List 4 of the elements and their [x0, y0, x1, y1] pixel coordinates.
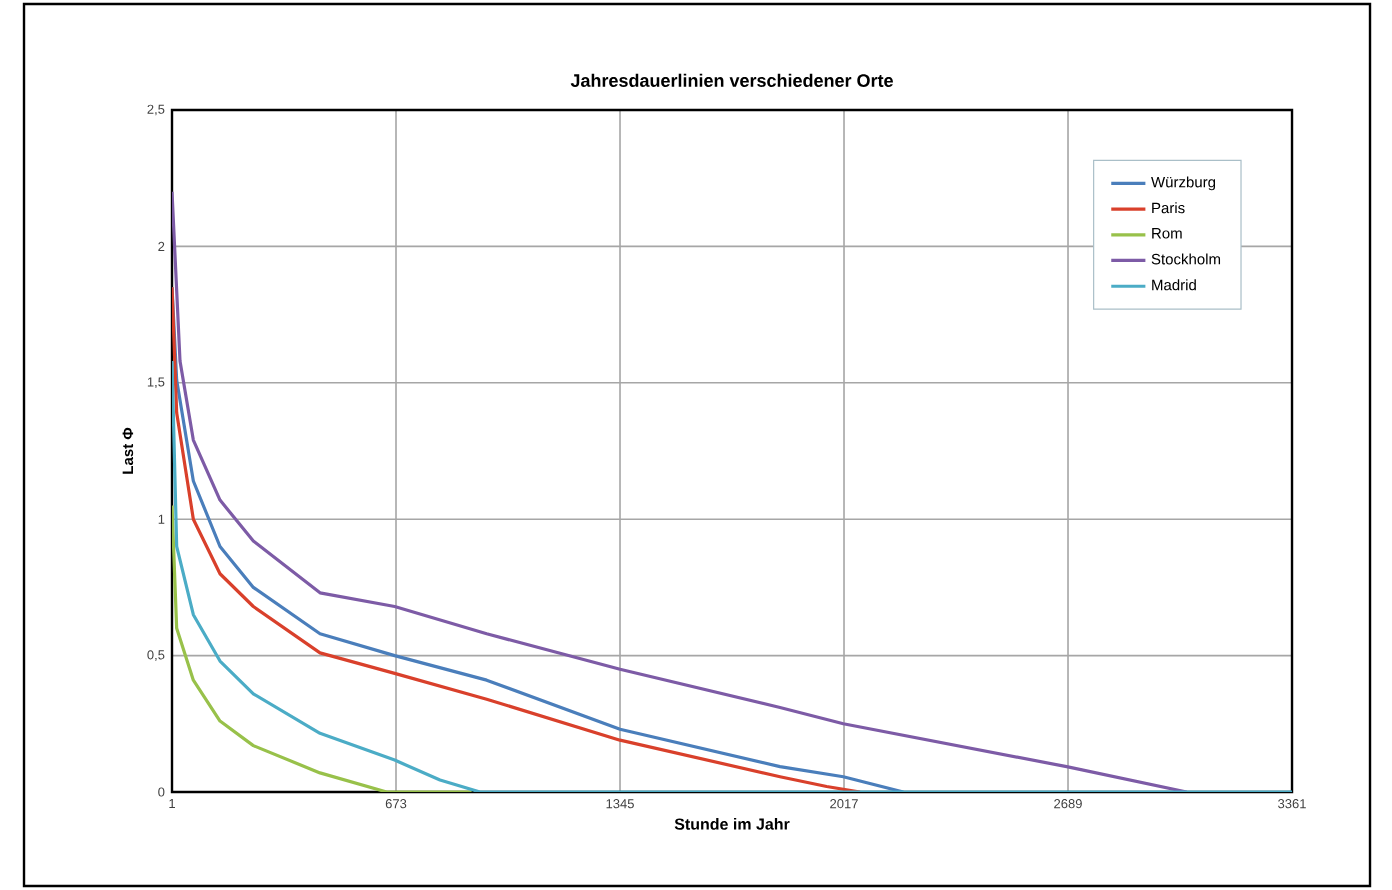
x-axis-title: Stunde im Jahr	[674, 817, 790, 830]
chart-title: Jahresdauerlinien verschiedener Orte	[570, 73, 893, 87]
line-series	[172, 359, 1293, 792]
line-series	[172, 503, 474, 792]
